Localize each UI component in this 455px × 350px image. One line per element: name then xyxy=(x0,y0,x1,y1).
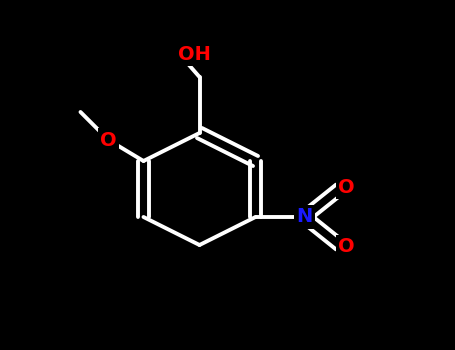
Text: OH: OH xyxy=(178,45,211,64)
Text: O: O xyxy=(100,131,117,149)
Text: N: N xyxy=(296,208,313,226)
Text: O: O xyxy=(338,178,355,197)
Text: O: O xyxy=(338,237,355,256)
